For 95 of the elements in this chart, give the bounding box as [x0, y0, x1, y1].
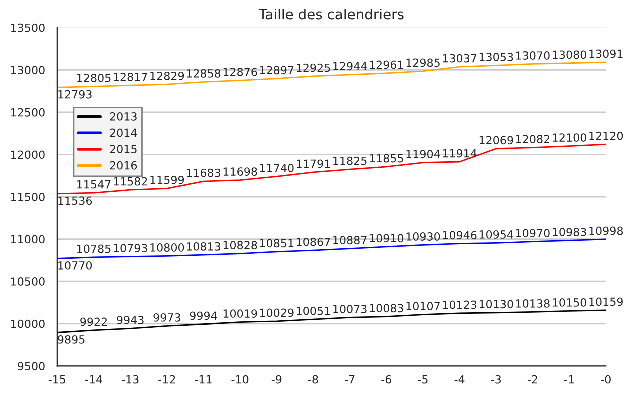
data-label: 12876	[224, 68, 258, 76]
data-label: 12944	[334, 62, 368, 71]
data-label: 12829	[150, 72, 184, 80]
data-label: 12985	[406, 58, 440, 68]
chart-title: Taille des calendriers	[258, 8, 404, 20]
data-label: 11825	[334, 156, 367, 166]
data-label: 12100	[553, 134, 586, 142]
data-label: 10123	[443, 300, 477, 310]
data-label: 11791	[297, 160, 330, 168]
data-label: 9922	[80, 318, 108, 326]
y-tick-label: 12500	[11, 108, 45, 117]
data-label: 10785	[78, 244, 111, 254]
data-label: 10828	[224, 241, 258, 250]
x-tick-label: -1	[564, 376, 574, 384]
data-label: 10159	[590, 298, 623, 306]
data-label: 10867	[297, 238, 330, 246]
legend-label: 2015	[110, 145, 137, 154]
data-label: 11855	[370, 154, 404, 163]
y-tick-label: 13000	[11, 66, 45, 75]
data-label: 11698	[224, 168, 258, 176]
data-label: 11740	[260, 164, 294, 172]
y-tick-label: 13500	[11, 24, 45, 32]
line-series	[57, 144, 606, 195]
x-tick-label: -13	[122, 375, 139, 384]
x-tick-label: -5	[418, 376, 428, 384]
data-label: 10887	[334, 236, 367, 245]
data-label: 10946	[443, 231, 477, 240]
data-label: 10998	[590, 226, 624, 236]
x-tick-label: -11	[195, 376, 212, 384]
legend-label: 2014	[110, 128, 138, 138]
x-tick-label: -3	[491, 375, 502, 384]
x-tick-label: -2	[528, 375, 538, 384]
data-label: 12793	[58, 90, 92, 99]
data-label: 11582	[114, 177, 148, 186]
data-label: 9943	[117, 316, 144, 324]
y-tick-label: 10000	[11, 320, 45, 328]
data-label: 11599	[150, 176, 184, 184]
data-label: 12817	[114, 72, 148, 82]
data-label: 10930	[406, 232, 440, 241]
data-label: 10851	[260, 239, 294, 248]
data-label: 12120	[590, 132, 624, 140]
data-label: 10051	[297, 306, 330, 316]
y-tick-label: 11500	[11, 192, 45, 202]
data-label: 11683	[187, 168, 221, 178]
y-tick-label: 12000	[11, 150, 45, 160]
x-tick-label: -10	[232, 375, 249, 384]
data-label: 11536	[58, 196, 92, 206]
legend-label: 2016	[110, 161, 138, 170]
x-tick-label: -9	[272, 375, 282, 384]
data-label: 10970	[516, 229, 550, 238]
data-label: 10954	[480, 230, 514, 239]
data-label: 10793	[114, 244, 148, 253]
data-label: 9973	[154, 313, 180, 322]
data-label: 13037	[443, 54, 477, 63]
data-label: 12858	[187, 69, 221, 78]
x-tick-label: -6	[382, 375, 392, 384]
data-label: 13070	[516, 52, 550, 60]
data-label: 12805	[78, 74, 111, 82]
x-tick-label: -0	[601, 375, 611, 384]
y-tick-label: 9500	[18, 362, 45, 371]
x-tick-label: -4	[454, 376, 465, 384]
y-tick-label: 10500	[11, 278, 45, 286]
data-label: 11547	[78, 180, 111, 189]
y-tick-label: 11000	[11, 235, 45, 244]
data-label: 12082	[516, 135, 550, 144]
data-label: 10800	[150, 244, 184, 252]
data-label: 12961	[370, 60, 404, 70]
data-label: 13080	[553, 50, 586, 60]
x-tick-label: -8	[308, 375, 318, 384]
data-label: 11904	[406, 150, 440, 159]
data-label: 10073	[334, 305, 367, 314]
data-label: 10910	[370, 234, 404, 243]
data-label: 10019	[224, 310, 258, 318]
data-label: 9994	[190, 312, 218, 320]
x-tick-label: -14	[85, 376, 102, 384]
data-label: 10107	[406, 302, 440, 311]
data-label: 12925	[297, 64, 330, 72]
data-label: 10083	[370, 304, 404, 313]
data-label: 9895	[58, 335, 85, 344]
x-tick-label: -7	[345, 376, 355, 384]
legend-label: 2013	[110, 112, 137, 121]
x-tick-label: -15	[48, 376, 66, 384]
data-label: 10130	[480, 300, 514, 309]
data-label: 10770	[58, 261, 92, 270]
data-label: 13091	[590, 50, 623, 58]
data-label: 10150	[553, 298, 586, 307]
data-label: 13053	[480, 52, 514, 62]
data-label: 11914	[443, 149, 477, 158]
data-label: 10983	[553, 228, 586, 236]
x-tick-label: -12	[158, 375, 176, 384]
data-label: 12897	[260, 66, 294, 75]
data-label: 12069	[480, 136, 514, 145]
data-label: 10138	[516, 300, 550, 308]
data-label: 10029	[260, 308, 294, 318]
data-label: 10813	[187, 242, 221, 251]
